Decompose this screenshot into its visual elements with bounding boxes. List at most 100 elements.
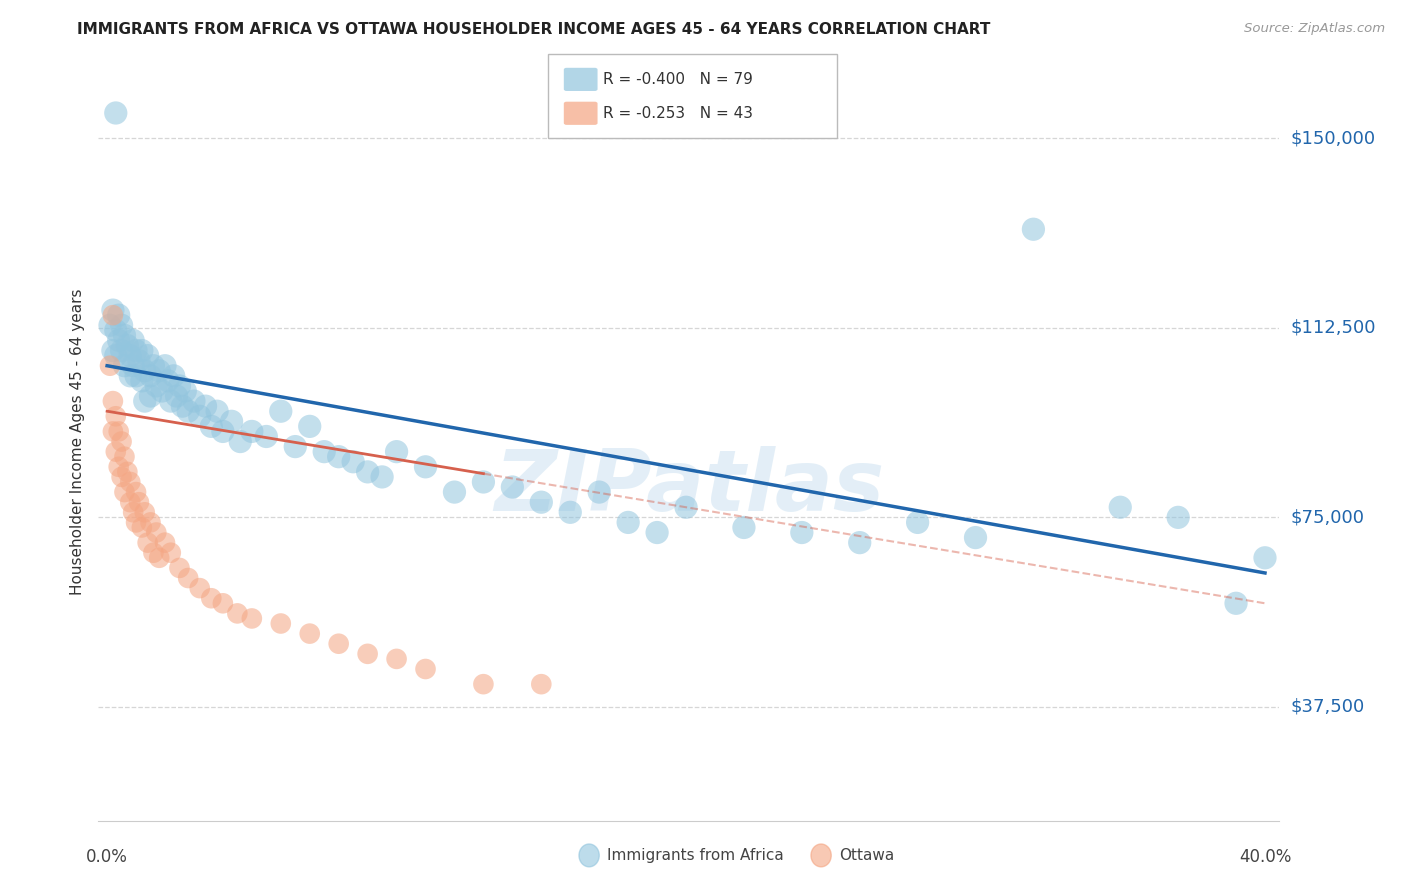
Point — [200, 591, 222, 606]
Point — [148, 550, 170, 565]
Circle shape — [579, 844, 599, 867]
Point — [174, 384, 197, 398]
Text: $112,500: $112,500 — [1291, 318, 1376, 337]
Point — [104, 106, 127, 120]
Point — [1225, 596, 1247, 610]
Text: 0.0%: 0.0% — [86, 848, 128, 866]
Point — [530, 495, 553, 509]
Point — [114, 328, 136, 343]
Point — [617, 516, 640, 530]
Point — [212, 596, 235, 610]
Point — [145, 525, 167, 540]
Text: 40.0%: 40.0% — [1239, 848, 1291, 866]
Point — [472, 475, 495, 489]
Point — [120, 368, 142, 383]
Point — [98, 359, 121, 373]
Point — [107, 425, 129, 439]
Point — [472, 677, 495, 691]
Point — [101, 425, 124, 439]
Text: Ottawa: Ottawa — [839, 848, 894, 863]
Point — [270, 616, 292, 631]
Point — [1254, 550, 1277, 565]
Point — [240, 425, 263, 439]
Point — [153, 535, 176, 549]
Point — [101, 343, 124, 358]
Point — [104, 349, 127, 363]
Point — [298, 626, 321, 640]
Point — [122, 505, 145, 519]
Point — [110, 470, 132, 484]
Point — [675, 500, 697, 515]
Point — [128, 353, 150, 368]
Point — [114, 485, 136, 500]
Point — [166, 389, 188, 403]
Point — [200, 419, 222, 434]
Point — [148, 364, 170, 378]
Point — [136, 535, 159, 549]
Point — [1167, 510, 1189, 524]
Point — [125, 485, 148, 500]
Point — [415, 459, 437, 474]
Point — [1022, 222, 1045, 236]
Point — [226, 607, 249, 621]
Point — [328, 637, 350, 651]
Text: $37,500: $37,500 — [1291, 698, 1365, 716]
Point — [117, 465, 139, 479]
Point — [169, 561, 191, 575]
Point — [128, 495, 150, 509]
Point — [150, 384, 173, 398]
Point — [104, 444, 127, 458]
Text: IMMIGRANTS FROM AFRICA VS OTTAWA HOUSEHOLDER INCOME AGES 45 - 64 YEARS CORRELATI: IMMIGRANTS FROM AFRICA VS OTTAWA HOUSEHO… — [77, 22, 991, 37]
Point — [183, 394, 205, 409]
Point — [131, 520, 153, 534]
Point — [125, 343, 148, 358]
Point — [145, 379, 167, 393]
Point — [194, 399, 217, 413]
Point — [385, 652, 408, 666]
Point — [298, 419, 321, 434]
Point — [101, 308, 124, 322]
Text: $75,000: $75,000 — [1291, 508, 1365, 526]
Point — [177, 571, 200, 585]
Point — [104, 323, 127, 337]
Point — [588, 485, 610, 500]
Point — [415, 662, 437, 676]
Point — [120, 349, 142, 363]
Point — [270, 404, 292, 418]
Point — [110, 343, 132, 358]
Point — [172, 399, 194, 413]
Point — [501, 480, 523, 494]
Point — [314, 444, 336, 458]
Point — [229, 434, 252, 449]
Point — [122, 334, 145, 348]
Point — [125, 368, 148, 383]
Point — [221, 414, 243, 428]
Point — [101, 394, 124, 409]
Point — [142, 546, 165, 560]
Point — [1109, 500, 1132, 515]
Point — [212, 425, 235, 439]
Point — [120, 475, 142, 489]
Point — [733, 520, 755, 534]
Point — [530, 677, 553, 691]
Point — [142, 359, 165, 373]
Point — [965, 531, 987, 545]
Point — [136, 349, 159, 363]
Point — [104, 409, 127, 424]
Point — [139, 389, 162, 403]
Point — [153, 359, 176, 373]
Text: Source: ZipAtlas.com: Source: ZipAtlas.com — [1244, 22, 1385, 36]
Point — [163, 368, 186, 383]
Point — [131, 343, 153, 358]
Circle shape — [811, 844, 831, 867]
Point — [101, 303, 124, 318]
Text: Immigrants from Africa: Immigrants from Africa — [607, 848, 785, 863]
Text: ZIPatlas: ZIPatlas — [494, 445, 884, 529]
Point — [169, 379, 191, 393]
Point — [107, 334, 129, 348]
Point — [131, 374, 153, 388]
Point — [120, 495, 142, 509]
Point — [342, 455, 364, 469]
Point — [117, 338, 139, 352]
Point — [790, 525, 813, 540]
